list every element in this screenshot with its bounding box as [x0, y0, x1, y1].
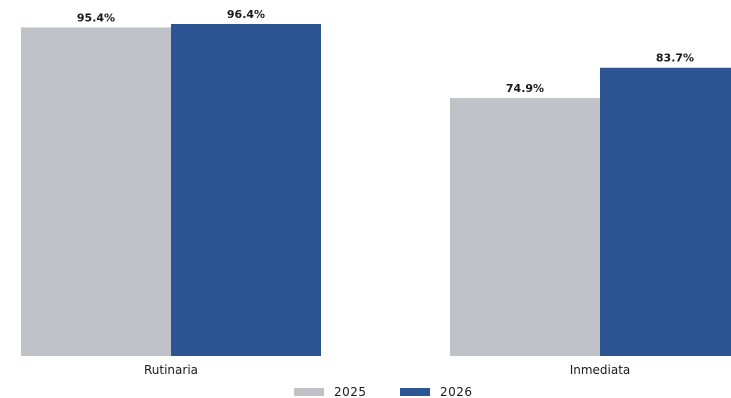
value-labels-layer: 95.4% 96.4% 74.9% 83.7%	[77, 8, 694, 95]
bar-inmediata-2026	[600, 67, 731, 356]
category-labels-layer: Rutinaria Inmediata	[144, 363, 630, 377]
bar-rutinaria-2026	[171, 24, 321, 356]
category-label-rutinaria: Rutinaria	[144, 363, 198, 377]
data-label-inmediata-2026: 83.7%	[656, 52, 694, 65]
legend-label-2025: 2025	[334, 385, 367, 398]
bars-layer	[21, 24, 731, 357]
legend-swatch-2026	[400, 388, 430, 396]
data-label-rutinaria-2025: 95.4%	[77, 11, 115, 24]
data-label-rutinaria-2026: 96.4%	[227, 8, 265, 21]
legend-label-2026: 2026	[440, 385, 473, 398]
legend-swatch-2025	[294, 388, 324, 396]
legend: 2025 2026	[294, 385, 473, 398]
bar-rutinaria-2025	[21, 27, 171, 357]
bar-inmediata-2025	[450, 98, 600, 356]
data-label-inmediata-2025: 74.9%	[506, 82, 544, 95]
category-label-inmediata: Inmediata	[570, 363, 631, 377]
